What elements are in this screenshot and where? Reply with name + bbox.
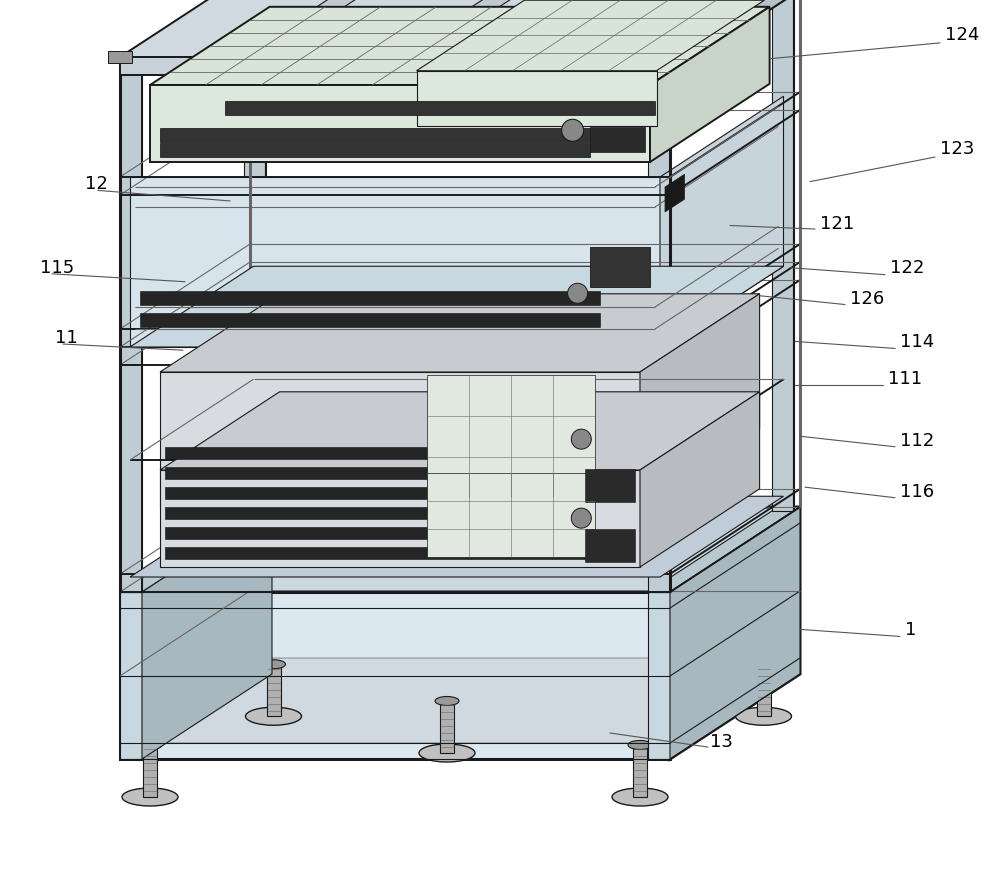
Circle shape <box>571 430 591 450</box>
Text: 1: 1 <box>905 621 916 638</box>
Polygon shape <box>130 178 660 347</box>
Polygon shape <box>160 295 760 373</box>
Polygon shape <box>772 0 794 511</box>
Polygon shape <box>585 530 635 562</box>
Polygon shape <box>670 0 800 76</box>
Ellipse shape <box>736 708 792 725</box>
Polygon shape <box>150 8 770 86</box>
Polygon shape <box>240 0 370 76</box>
Circle shape <box>571 509 591 529</box>
Bar <box>108 52 132 64</box>
Ellipse shape <box>419 745 475 762</box>
Text: 126: 126 <box>850 289 884 307</box>
Polygon shape <box>648 508 800 592</box>
Polygon shape <box>165 527 590 539</box>
Polygon shape <box>160 129 590 143</box>
Text: 13: 13 <box>710 732 733 750</box>
Polygon shape <box>120 659 800 743</box>
Polygon shape <box>670 508 800 759</box>
Polygon shape <box>165 467 590 480</box>
Polygon shape <box>650 8 770 163</box>
Ellipse shape <box>138 741 162 750</box>
Polygon shape <box>120 508 272 592</box>
Polygon shape <box>267 665 281 717</box>
Ellipse shape <box>752 660 776 669</box>
Polygon shape <box>165 547 590 560</box>
Text: 11: 11 <box>55 329 78 346</box>
Text: 112: 112 <box>900 431 934 449</box>
Polygon shape <box>395 0 525 76</box>
Polygon shape <box>160 144 590 158</box>
Polygon shape <box>165 488 590 499</box>
Polygon shape <box>160 373 640 508</box>
Polygon shape <box>130 496 784 577</box>
Polygon shape <box>640 295 760 508</box>
Polygon shape <box>225 102 655 116</box>
Polygon shape <box>590 247 650 288</box>
Text: 12: 12 <box>85 175 108 193</box>
Polygon shape <box>417 1 764 72</box>
Polygon shape <box>670 508 800 759</box>
Polygon shape <box>648 58 670 592</box>
Polygon shape <box>143 745 157 797</box>
Circle shape <box>568 284 588 304</box>
Polygon shape <box>590 128 645 153</box>
Ellipse shape <box>628 741 652 750</box>
Polygon shape <box>130 267 784 347</box>
Ellipse shape <box>262 660 286 669</box>
Polygon shape <box>640 392 760 567</box>
Ellipse shape <box>246 708 302 725</box>
Polygon shape <box>427 376 595 498</box>
Polygon shape <box>160 470 640 567</box>
Polygon shape <box>585 469 635 503</box>
Polygon shape <box>417 72 656 126</box>
Polygon shape <box>757 665 770 717</box>
Ellipse shape <box>612 788 668 806</box>
Polygon shape <box>165 508 590 519</box>
Polygon shape <box>633 745 647 797</box>
Text: 121: 121 <box>820 215 854 232</box>
Ellipse shape <box>122 788 178 806</box>
Text: 123: 123 <box>940 140 974 158</box>
Polygon shape <box>244 0 266 511</box>
Polygon shape <box>427 474 595 558</box>
Polygon shape <box>140 314 600 328</box>
Polygon shape <box>120 58 142 592</box>
Text: 111: 111 <box>888 370 922 388</box>
Text: 115: 115 <box>40 259 74 276</box>
Polygon shape <box>140 292 600 306</box>
Polygon shape <box>440 702 454 753</box>
Polygon shape <box>648 592 670 759</box>
Text: 116: 116 <box>900 482 934 500</box>
Polygon shape <box>120 592 670 759</box>
Circle shape <box>562 120 584 142</box>
Ellipse shape <box>435 696 459 706</box>
Polygon shape <box>120 58 670 76</box>
Polygon shape <box>142 508 272 759</box>
Polygon shape <box>120 508 800 592</box>
Polygon shape <box>665 175 684 213</box>
Polygon shape <box>120 0 800 58</box>
Text: 114: 114 <box>900 333 934 351</box>
Bar <box>658 52 682 64</box>
Text: 124: 124 <box>945 26 979 44</box>
Polygon shape <box>660 97 784 347</box>
Polygon shape <box>150 86 650 163</box>
Polygon shape <box>160 392 760 470</box>
Polygon shape <box>120 592 142 759</box>
Polygon shape <box>165 447 590 460</box>
Text: 122: 122 <box>890 259 924 276</box>
